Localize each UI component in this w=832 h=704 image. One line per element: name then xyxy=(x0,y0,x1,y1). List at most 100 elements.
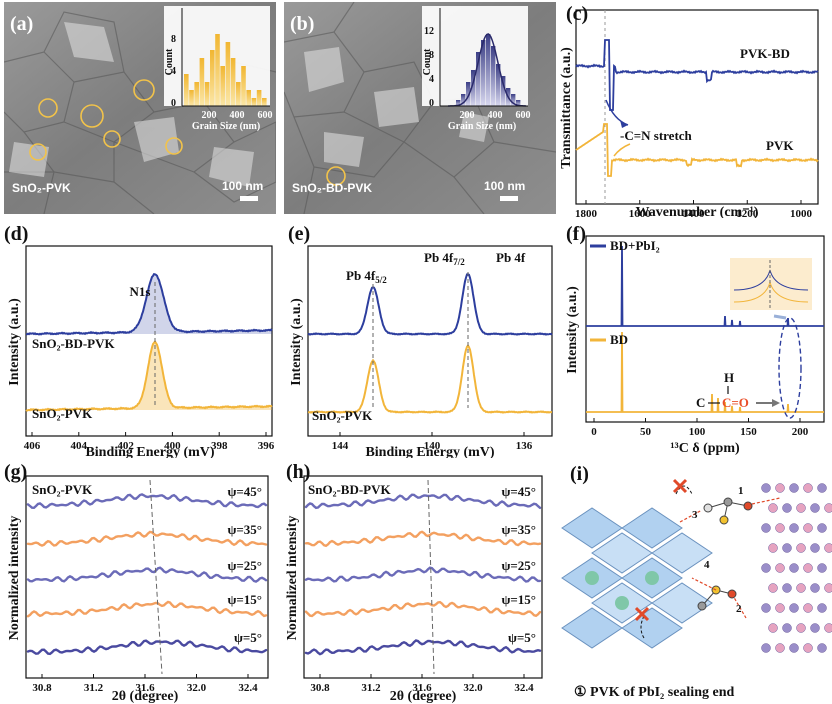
sample-label-a: SnO₂-PVK xyxy=(12,181,71,195)
x-tick-label: 32.0 xyxy=(187,682,207,694)
histogram-bar xyxy=(236,82,241,106)
histogram-bar xyxy=(491,46,496,106)
histogram-bar xyxy=(220,66,225,106)
series-label: ψ=35° xyxy=(227,522,262,537)
histogram-bar xyxy=(476,52,481,106)
series-label-bd: SnO₂-BD-PVK xyxy=(32,336,116,351)
plot-frame xyxy=(575,9,819,205)
panel-label-h: (h) xyxy=(286,461,310,483)
x-axis-label: ¹³C δ (ppm) xyxy=(670,441,740,456)
panel-label-g: (g) xyxy=(4,461,27,483)
lattice-atom xyxy=(789,603,799,613)
x-tick-label: 406 xyxy=(24,440,41,452)
histogram-bar xyxy=(241,66,246,106)
series-line xyxy=(304,566,542,583)
histogram-bar xyxy=(204,82,210,106)
peak-label-pb4f: Pb 4f xyxy=(496,250,526,265)
cation-sphere xyxy=(645,571,659,585)
inset-xtick: 200 xyxy=(202,110,217,121)
series-line-bd xyxy=(25,272,273,336)
series-label: ψ=25° xyxy=(501,558,536,573)
lattice-atom xyxy=(796,583,806,593)
scale-bar xyxy=(240,196,258,201)
cation-sphere xyxy=(615,596,629,610)
x-axis-label: Binding Energy (mV) xyxy=(365,445,494,458)
inset-histogram-a: 0 4 8 200 400 600 Grain Size (nm) Count xyxy=(164,6,273,132)
lattice-atom xyxy=(803,603,813,613)
inset-xtick: 200 xyxy=(460,110,475,121)
y-axis-label: Transmittance (a.u.) xyxy=(559,47,574,169)
series-label: ψ=45° xyxy=(227,484,262,499)
series-label: ψ=15° xyxy=(227,592,262,607)
x-tick-label: 31.6 xyxy=(412,682,432,694)
scale-label-b: 100 nm xyxy=(484,179,525,193)
plot-frame xyxy=(303,475,543,679)
peak-shift-line xyxy=(427,479,435,675)
lattice-atom xyxy=(782,623,792,633)
peak-label-pb4f52: Pb 4f5/2 xyxy=(346,268,387,285)
x-axis-label: Binding Energy (mV) xyxy=(85,445,214,458)
lattice-atom xyxy=(782,543,792,553)
zoom-ellipse xyxy=(778,317,802,419)
lattice-atom xyxy=(789,523,799,533)
plot-frame xyxy=(307,245,553,437)
inset-xtick: 600 xyxy=(516,110,531,121)
histogram-bar xyxy=(461,94,466,106)
bond-number: 2 xyxy=(736,603,742,615)
grain-marker xyxy=(103,130,121,148)
y-axis-label: Intensity (a.u.) xyxy=(565,286,580,374)
panel-a-sem: (a) 0 4 8 200 400 600 Grain Size (nm) Co… xyxy=(4,2,276,214)
x-tick-label: 31.2 xyxy=(361,682,381,694)
series-line xyxy=(304,493,542,510)
molecule-carbonyl: C=O xyxy=(722,395,749,410)
x-tick-label: 30.8 xyxy=(310,682,330,694)
plot-frame xyxy=(25,475,269,679)
panel-label-b: (b) xyxy=(290,13,314,35)
series-line xyxy=(26,493,268,510)
inset-ytick: 12 xyxy=(424,26,434,37)
lattice-atom xyxy=(768,543,778,553)
inset-ytick: 4 xyxy=(429,74,434,85)
interaction-line xyxy=(751,497,781,505)
panel-label-a: (a) xyxy=(10,13,33,35)
series-line-bd xyxy=(307,273,553,336)
x-tick-label: 404 xyxy=(71,440,88,452)
panel-title: SnO₂-PVK xyxy=(32,482,93,497)
x-tick-label: 402 xyxy=(117,440,134,452)
series-label: ψ=15° xyxy=(501,592,536,607)
histogram-bar xyxy=(466,82,471,106)
lattice-atom xyxy=(796,503,806,513)
lattice-atom xyxy=(817,483,827,493)
grain-marker xyxy=(165,137,183,155)
histogram-bar xyxy=(225,42,231,106)
bond-number: 1 xyxy=(738,485,744,497)
lattice-atom xyxy=(803,523,813,533)
inset-xlabel: Grain Size (nm) xyxy=(448,121,516,132)
series-line xyxy=(26,566,268,583)
peak-fill xyxy=(26,274,272,335)
scale-label-a: 100 nm xyxy=(222,179,263,193)
lattice-atom xyxy=(824,623,832,633)
zoom-arrow xyxy=(773,314,787,320)
y-axis-label: Intensity (a.u.) xyxy=(7,298,22,386)
x-tick-label: 136 xyxy=(516,440,533,452)
histogram-bar xyxy=(194,82,199,106)
histogram-bar xyxy=(471,70,476,106)
interaction-line xyxy=(691,577,717,591)
inset-ytick: 8 xyxy=(171,34,176,45)
arrow-head xyxy=(772,399,780,407)
lattice-atom xyxy=(810,623,820,633)
x-tick-label: 31.2 xyxy=(84,682,104,694)
inset-xtick: 600 xyxy=(258,110,273,121)
lattice-atom xyxy=(810,583,820,593)
x-tick-label: 100 xyxy=(689,426,706,438)
histogram-bar xyxy=(486,34,491,106)
panel-label-d: (d) xyxy=(4,223,28,245)
panel-b-sem: (b) 0 4 8 12 200 400 600 Grain Size (nm)… xyxy=(284,2,556,214)
x-tick-label: 144 xyxy=(332,440,349,452)
perovskite-octahedra xyxy=(561,507,713,649)
lattice-atom xyxy=(810,503,820,513)
panel-label-i: (i) xyxy=(570,463,589,485)
series-label: ψ=5° xyxy=(508,630,536,645)
plot-frame xyxy=(585,235,825,423)
